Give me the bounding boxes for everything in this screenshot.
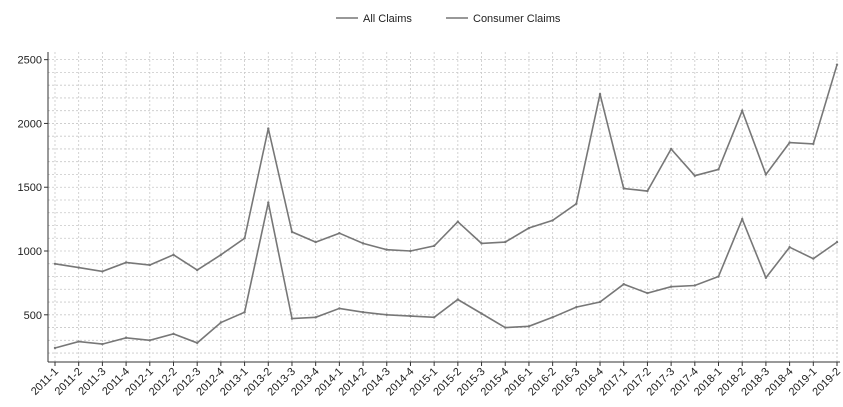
data-point (741, 217, 744, 221)
series (53, 63, 839, 350)
data-point (219, 321, 223, 324)
data-point (148, 263, 151, 267)
tick-labels: 50010001500200025002011-12011-22011-3201… (18, 55, 843, 399)
data-point (243, 237, 246, 240)
series-line-all-claims (54, 64, 838, 273)
data-point (195, 341, 199, 345)
data-point (361, 311, 365, 314)
data-point (432, 316, 436, 319)
data-point (527, 226, 531, 230)
data-point (456, 298, 460, 301)
data-point (267, 201, 270, 204)
data-point (314, 316, 317, 319)
data-point (409, 249, 412, 253)
data-point (551, 316, 554, 319)
y-tick-label: 2000 (18, 118, 42, 130)
data-point (693, 174, 697, 177)
y-tick-label: 1000 (18, 246, 42, 258)
data-point (101, 342, 104, 346)
data-point (835, 63, 839, 66)
data-point (267, 127, 270, 130)
axes (44, 52, 840, 366)
data-point (243, 311, 246, 314)
data-point (622, 282, 625, 286)
data-point (172, 332, 175, 336)
data-point (53, 346, 57, 350)
legend: All Claims Consumer Claims (336, 13, 561, 25)
data-point (338, 307, 341, 310)
data-point (124, 336, 128, 339)
data-point (788, 141, 791, 144)
data-point (717, 275, 720, 278)
data-point (314, 240, 317, 244)
data-point (835, 240, 839, 244)
data-point (456, 220, 460, 223)
data-point (669, 147, 673, 151)
data-point (219, 253, 223, 257)
data-point (385, 248, 388, 251)
data-point (195, 268, 199, 272)
data-point (646, 291, 649, 295)
data-point (646, 189, 649, 193)
data-point (764, 173, 768, 176)
data-point (361, 242, 365, 245)
data-point (504, 240, 507, 244)
data-point (812, 142, 815, 146)
data-point (717, 168, 720, 171)
grid (48, 52, 840, 362)
data-point (575, 305, 578, 309)
data-point (480, 312, 483, 315)
legend-label: Consumer Claims (473, 13, 561, 25)
data-point (622, 187, 625, 190)
data-point (575, 202, 578, 206)
data-point (409, 314, 412, 318)
y-tick-label: 2500 (18, 55, 42, 67)
data-point (77, 266, 80, 269)
data-point (290, 230, 294, 234)
data-point (338, 231, 341, 235)
data-point (77, 340, 80, 343)
series-line-consumer-claims (54, 202, 838, 349)
data-point (598, 92, 602, 96)
data-point (504, 326, 507, 329)
data-point (124, 261, 128, 264)
data-point (764, 276, 768, 280)
data-point (741, 109, 744, 112)
data-point (527, 325, 531, 328)
legend-label: All Claims (363, 13, 412, 25)
data-point (551, 219, 554, 222)
data-point (669, 285, 673, 288)
y-tick-label: 1500 (18, 182, 42, 194)
data-point (148, 339, 151, 342)
data-point (101, 270, 104, 273)
data-point (812, 257, 815, 260)
data-point (290, 317, 294, 320)
data-point (172, 253, 175, 257)
data-point (480, 242, 483, 245)
data-point (598, 300, 602, 304)
data-point (788, 245, 791, 249)
data-point (385, 313, 388, 316)
y-tick-label: 500 (24, 310, 42, 322)
data-point (53, 262, 57, 265)
data-point (693, 284, 697, 287)
data-point (432, 244, 436, 248)
